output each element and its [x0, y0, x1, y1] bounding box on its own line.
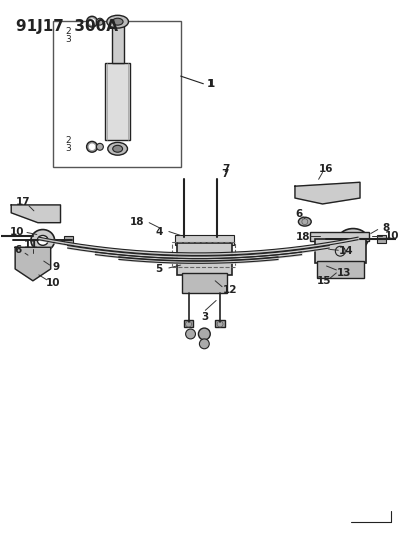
Ellipse shape	[338, 229, 368, 251]
Text: 4: 4	[155, 227, 163, 237]
Bar	[177, 244, 232, 275]
Text: 15: 15	[317, 276, 332, 286]
Circle shape	[24, 253, 38, 267]
Circle shape	[89, 19, 95, 25]
Text: 7: 7	[222, 165, 230, 174]
Bar	[65, 237, 73, 244]
Circle shape	[186, 329, 195, 339]
Ellipse shape	[107, 15, 128, 28]
Text: 1: 1	[208, 79, 215, 89]
Text: 10: 10	[45, 278, 60, 288]
Text: 18: 18	[296, 232, 310, 243]
Bar	[105, 63, 130, 140]
Polygon shape	[295, 182, 360, 204]
Ellipse shape	[31, 230, 55, 251]
Bar	[182, 273, 227, 293]
Circle shape	[199, 339, 209, 349]
Text: 13: 13	[337, 268, 352, 278]
Text: 10: 10	[385, 231, 400, 241]
Text: 5: 5	[156, 264, 163, 274]
Text: 9: 9	[52, 262, 59, 272]
Text: 12: 12	[223, 285, 237, 295]
Text: 91J17  300A: 91J17 300A	[16, 19, 118, 34]
Circle shape	[89, 144, 95, 150]
Text: 6: 6	[295, 209, 302, 219]
Text: 17: 17	[16, 197, 30, 207]
Text: 10: 10	[10, 227, 24, 237]
Bar	[172, 243, 235, 267]
Bar	[399, 235, 401, 244]
Polygon shape	[15, 247, 51, 281]
Text: 1: 1	[207, 79, 214, 89]
Circle shape	[28, 257, 34, 263]
Ellipse shape	[298, 217, 311, 226]
Ellipse shape	[112, 18, 123, 25]
Ellipse shape	[108, 142, 128, 155]
Bar	[317, 261, 364, 278]
Bar	[215, 320, 225, 327]
Circle shape	[97, 143, 103, 150]
Polygon shape	[11, 205, 61, 223]
Bar	[184, 320, 194, 327]
Bar	[315, 239, 366, 263]
Text: 2: 2	[66, 27, 71, 36]
Bar	[310, 231, 369, 241]
Ellipse shape	[113, 146, 123, 152]
Text: 16: 16	[319, 165, 334, 174]
Circle shape	[198, 328, 210, 340]
Bar	[112, 26, 124, 63]
Circle shape	[87, 141, 97, 152]
Circle shape	[97, 18, 103, 25]
Text: 14: 14	[339, 246, 354, 256]
Text: 7: 7	[221, 169, 229, 180]
Ellipse shape	[346, 235, 360, 244]
Text: 11: 11	[24, 240, 38, 251]
Text: 3: 3	[65, 144, 71, 154]
Bar	[377, 236, 386, 244]
Bar	[53, 21, 181, 166]
Bar	[175, 236, 234, 245]
Text: 3: 3	[202, 312, 209, 322]
Text: 2: 2	[66, 136, 71, 146]
Text: 18: 18	[130, 217, 145, 227]
Text: 8: 8	[382, 223, 389, 232]
Circle shape	[87, 17, 97, 27]
Text: 3: 3	[65, 35, 71, 44]
Text: 6: 6	[14, 245, 22, 255]
Ellipse shape	[37, 236, 48, 245]
